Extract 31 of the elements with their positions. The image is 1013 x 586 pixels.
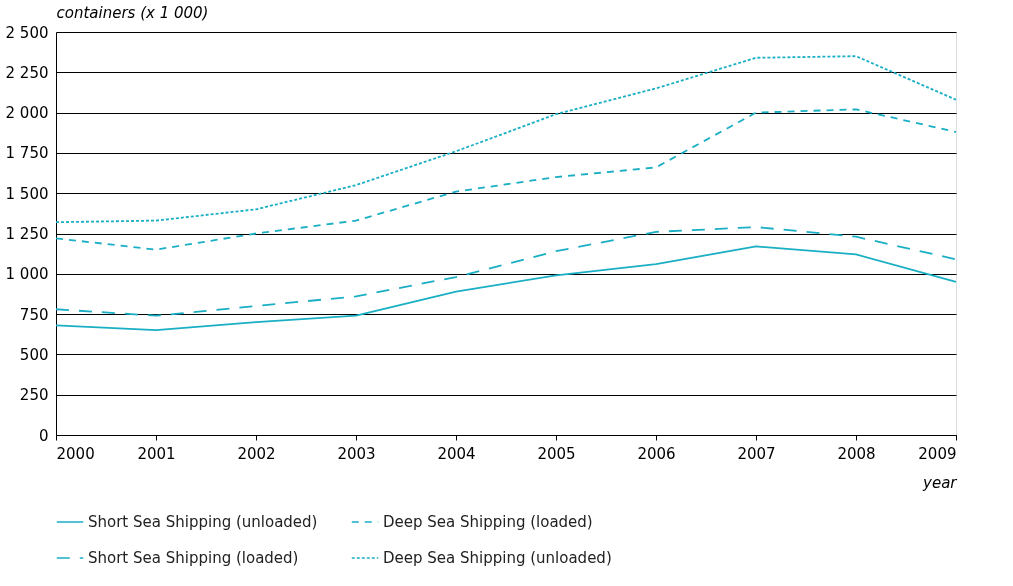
y-tick-label: 1 500 [5,184,49,203]
y-tick-label: 2 500 [5,23,49,42]
y-tick-label: 2 250 [5,63,49,82]
line-series [55,108,957,251]
y-tick-label: 1 000 [5,265,49,284]
x-tick-label: 2007 [737,444,776,463]
y-tick-label: 750 [19,305,49,324]
line-series [55,55,957,224]
y-tick-label: 250 [19,386,49,405]
x-tick-label: 2009 [918,444,957,463]
y-tick-label: 0 [38,426,49,445]
x-tick-label: 2000 [56,444,95,463]
y-tick-label: 500 [19,345,49,364]
legend-label: Deep Sea Shipping (loaded) [383,513,593,531]
x-tick-label: 2003 [337,444,376,463]
y-tick-label: 1 750 [5,144,49,163]
y-axis-title: containers (x 1 000) [56,3,209,22]
legend-label: Deep Sea Shipping (unloaded) [383,549,612,567]
legend-label: Short Sea Shipping (loaded) [88,549,299,567]
legend-label: Short Sea Shipping (unloaded) [88,513,318,531]
x-tick-label: 2004 [437,444,476,463]
x-tick-label: 2001 [137,444,176,463]
x-axis-title: year [922,473,958,492]
x-tick-label: 2006 [637,444,676,463]
x-tick-label: 2008 [837,444,876,463]
line-series [55,245,957,332]
x-tick-label: 2002 [237,444,276,463]
line-series [55,226,957,317]
y-tick-label: 1 250 [5,225,49,243]
y-tick-label: 2 000 [5,104,49,123]
x-tick-label: 2005 [537,444,576,463]
